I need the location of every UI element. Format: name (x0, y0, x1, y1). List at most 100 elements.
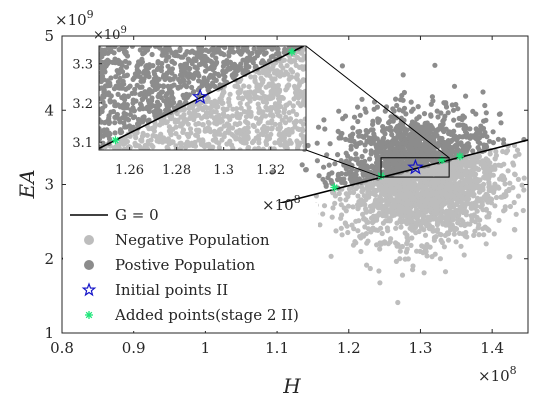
negative-sample-point (487, 151, 493, 157)
inset-positive-sample (115, 91, 121, 97)
inset-positive-sample (102, 83, 109, 89)
negative-sample-point (471, 157, 477, 163)
positive-sample-point (362, 106, 368, 112)
x-tick-label: 1.4 (480, 339, 504, 357)
legend-label-g: G = 0 (115, 206, 159, 224)
x-tick-label: 0.8 (50, 339, 74, 357)
positive-sample-point (479, 125, 485, 132)
inset-negative-sample (279, 94, 285, 101)
negative-sample-point (512, 227, 518, 233)
positive-sample-point (353, 177, 359, 183)
inset-positive-sample (191, 89, 197, 95)
inset-positive-sample (99, 132, 103, 138)
negative-sample-point (349, 185, 355, 191)
inset-negative-sample (251, 90, 257, 96)
inset-positive-sample (177, 72, 184, 78)
negative-sample-point (463, 212, 469, 218)
positive-sample-point (387, 150, 393, 156)
inset-negative-sample (227, 116, 233, 123)
positive-sample-point (353, 142, 359, 148)
inset-positive-sample (119, 95, 125, 101)
inset-positive-sample (203, 47, 209, 53)
inset-positive-sample (186, 57, 193, 64)
negative-sample-point (358, 184, 365, 190)
negative-sample-point (404, 246, 410, 252)
inset-negative-sample (138, 137, 144, 143)
negative-sample-point (413, 221, 419, 227)
negative-sample-point (472, 203, 478, 209)
negative-sample-point (504, 148, 511, 154)
inset-positive-sample (108, 46, 114, 52)
inset-positive-cloud (99, 46, 304, 150)
inset-positive-sample (156, 91, 162, 97)
inset-negative-sample (268, 89, 274, 95)
inset-positive-sample (202, 53, 208, 60)
negative-sample-point (397, 217, 403, 223)
negative-sample-point (332, 200, 338, 206)
inset-positive-sample (223, 68, 229, 74)
inset-negative-sample (185, 121, 191, 127)
inset-negative-sample (287, 75, 293, 81)
inset-positive-sample (260, 47, 266, 53)
inset-positive-sample (160, 52, 166, 58)
inset-positive-sample (221, 59, 227, 65)
inset-positive-sample (253, 63, 259, 69)
positive-sample-point (440, 121, 446, 127)
positive-sample-point (346, 169, 352, 176)
positive-sample-point (400, 72, 406, 78)
negative-sample-point (424, 253, 430, 259)
negative-sample-point (384, 209, 390, 215)
inset-limit-state-line (99, 46, 306, 150)
negative-sample-point (501, 208, 507, 214)
inset-positive-sample (229, 72, 235, 78)
negative-sample-point (407, 217, 413, 223)
negative-sample-point (504, 188, 510, 194)
negative-sample-point (516, 151, 522, 157)
positive-sample-point (430, 98, 436, 104)
inset-positive-sample (116, 60, 122, 66)
inset-negative-sample (214, 104, 220, 110)
inset-negative-sample (260, 131, 266, 138)
positive-sample-point (476, 135, 483, 141)
inset-positive-sample (256, 46, 262, 50)
negative-sample-point (417, 192, 424, 198)
inset-negative-sample (214, 120, 220, 126)
negative-sample-point (436, 168, 443, 174)
positive-sample-point (438, 110, 444, 116)
inset-negative-sample (294, 72, 300, 78)
negative-sample-point (493, 194, 500, 201)
inset-negative-sample (263, 96, 269, 102)
inset-positive-sample (139, 84, 145, 90)
negative-sample-point (493, 148, 499, 155)
inset-positive-sample (150, 63, 156, 69)
positive-sample-point (431, 134, 437, 140)
positive-sample-point (421, 129, 427, 135)
inset-positive-sample (177, 47, 183, 54)
positive-sample-point (355, 104, 361, 110)
inset-positive-sample (140, 46, 147, 51)
negative-sample-point (358, 197, 364, 203)
inset-negative-sample (185, 134, 192, 140)
positive-sample-point (475, 145, 481, 151)
negative-sample-point (484, 225, 490, 231)
negative-sample-point (458, 204, 464, 211)
negative-sample-point (379, 190, 385, 196)
negative-sample-point (459, 187, 465, 194)
inset-positive-sample (112, 46, 118, 50)
inset-negative-sample (284, 63, 290, 69)
negative-sample-point (373, 227, 379, 233)
negative-sample-point (440, 179, 446, 185)
inset-positive-sample (197, 85, 203, 91)
inset-negative-sample (256, 110, 262, 116)
positive-sample-point (458, 142, 464, 148)
negative-sample-point (471, 232, 477, 238)
positive-sample-point (446, 142, 452, 148)
inset-negative-sample (173, 143, 179, 149)
negative-sample-point (476, 153, 482, 160)
legend-label-negative: Negative Population (115, 231, 270, 249)
negative-sample-point (431, 210, 437, 217)
positive-sample-point (394, 115, 400, 121)
positive-sample-point (425, 150, 431, 156)
inset-negative-sample (230, 106, 236, 112)
negative-sample-point (374, 201, 381, 208)
